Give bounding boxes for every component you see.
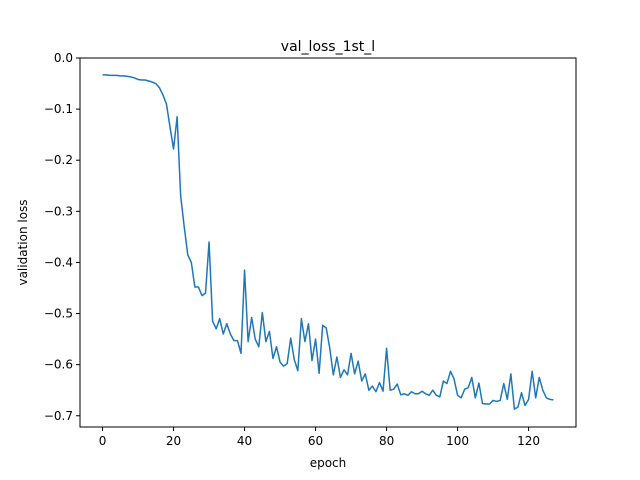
series-line-0 — [102, 74, 554, 410]
plot-frame — [79, 57, 577, 428]
y-tick-label: −0.5 — [44, 307, 73, 321]
x-tick-label: 100 — [446, 434, 469, 448]
chart-title: val_loss_1st_l — [281, 39, 375, 55]
y-tick-label: −0.6 — [44, 358, 73, 372]
x-axis-label: epoch — [310, 456, 347, 470]
x-tick-label: 0 — [99, 434, 107, 448]
y-tick-label: −0.1 — [44, 102, 73, 116]
y-axis-ticks: 0.0 −0.1 −0.2 −0.3 −0.4 −0.5 −0.6 −0.7 — [44, 51, 80, 423]
y-tick-label: −0.2 — [44, 153, 73, 167]
y-tick-label: −0.3 — [44, 204, 73, 218]
y-axis-label: validation loss — [16, 199, 30, 285]
x-tick-label: 80 — [379, 434, 394, 448]
x-tick-label: 60 — [308, 434, 323, 448]
x-tick-label: 40 — [237, 434, 252, 448]
x-axis-ticks: 0 20 40 60 80 100 120 — [99, 427, 540, 448]
x-tick-label: 120 — [517, 434, 540, 448]
x-tick-label: 20 — [166, 434, 181, 448]
y-tick-label: −0.7 — [44, 409, 73, 423]
y-tick-label: 0.0 — [54, 51, 73, 65]
series-layer — [102, 74, 554, 410]
y-tick-label: −0.4 — [44, 255, 73, 269]
